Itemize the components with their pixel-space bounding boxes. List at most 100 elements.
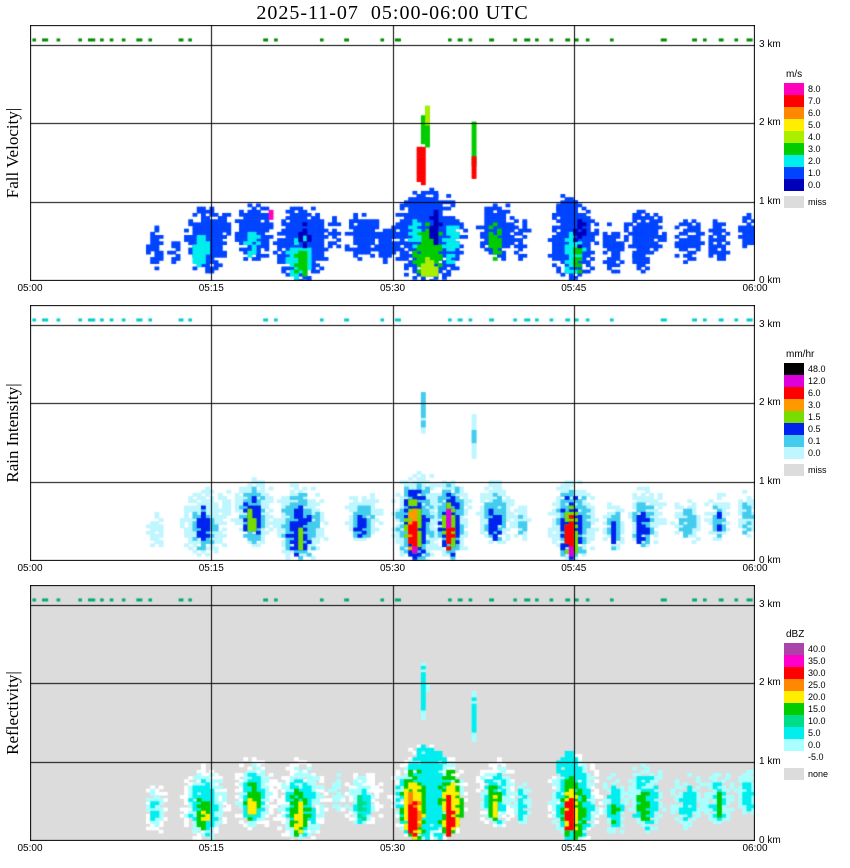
legend-entry: 4.0 — [784, 131, 848, 143]
height-tick-label: 2 km — [759, 397, 781, 409]
legend-color-swatch — [784, 768, 804, 780]
legend-color-swatch — [784, 107, 804, 119]
legend-entry: 0.0 — [784, 447, 848, 459]
legend-value-label: 10.0 — [808, 716, 826, 726]
time-tick-label: 05:30 — [379, 843, 406, 854]
legend-entry: 20.0 — [784, 691, 848, 703]
legend-color-swatch — [784, 435, 804, 447]
legend-value-label: 2.0 — [808, 156, 821, 166]
legend-entry: 6.0 — [784, 107, 848, 119]
y-axis-label-rain-intensity: Rain Intensity| — [3, 383, 22, 483]
legend-value-label: 6.0 — [808, 108, 821, 118]
legend-entry: -5.0 — [784, 751, 848, 763]
height-tick-label: 0 km — [759, 275, 781, 286]
legend-entry: 0.1 — [784, 435, 848, 447]
legend-entries: 48.0 12.0 6.0 3.0 1.5 0.5 0.1 0.0 miss — [784, 363, 848, 476]
legend-color-swatch — [784, 143, 804, 155]
legend-entries: 8.0 7.0 6.0 5.0 4.0 3.0 2.0 1.0 0.0 miss — [784, 83, 848, 208]
legend-value-label: miss — [808, 197, 827, 207]
legend-value-label: 48.0 — [808, 364, 826, 374]
legend-value-label: 8.0 — [808, 84, 821, 94]
legend-color-swatch — [784, 423, 804, 435]
legend-value-label: 1.0 — [808, 168, 821, 178]
time-tick-label: 05:45 — [561, 283, 587, 294]
legend-color-swatch — [784, 411, 804, 423]
legend-value-label: 12.0 — [808, 376, 826, 386]
height-tick-label: 2 km — [759, 117, 781, 129]
time-tick-label: 05:00 — [17, 843, 43, 854]
height-tick-label: 1 km — [759, 476, 781, 488]
legend-color-swatch — [784, 447, 804, 459]
legend-color-swatch — [784, 363, 804, 375]
legend-value-label: 4.0 — [808, 132, 821, 142]
legend-value-label: 5.0 — [808, 728, 821, 738]
time-tick-label: 06:00 — [742, 563, 768, 574]
height-tick-label: 3 km — [759, 38, 781, 50]
legend-value-label: 0.5 — [808, 424, 821, 434]
legend-color-swatch — [784, 715, 804, 727]
legend-entry: 1.5 — [784, 411, 848, 423]
panel-reflectivity: Reflectivity| 3 km 2 km 1 km 0 km 05:00 05:1… — [0, 585, 850, 854]
legend-entry: 25.0 — [784, 679, 848, 691]
legend-entry: 12.0 — [784, 375, 848, 387]
height-tick-label: 0 km — [759, 835, 781, 846]
panel-rain-intensity: Rain Intensity| 3 km 2 km 1 km 0 km 05:00 05… — [0, 305, 850, 574]
legend-entry: 6.0 — [784, 387, 848, 399]
legend-color-swatch — [784, 751, 804, 763]
legend-entry: 8.0 — [784, 83, 848, 95]
time-tick-label: 05:00 — [17, 283, 43, 294]
legend-entry: 15.0 — [784, 703, 848, 715]
legend-color-swatch — [784, 643, 804, 655]
legend-value-label: 30.0 — [808, 668, 826, 678]
legend-entry: 0.0 — [784, 739, 848, 751]
legend-color-swatch — [784, 703, 804, 715]
legend-entry: 5.0 — [784, 119, 848, 131]
legend-entry: 1.0 — [784, 167, 848, 179]
time-tick-label: 05:45 — [561, 563, 587, 574]
time-tick-label: 05:15 — [198, 283, 224, 294]
legend-value-label: 0.1 — [808, 436, 821, 446]
legend-color-swatch — [784, 679, 804, 691]
legend-entry: 10.0 — [784, 715, 848, 727]
time-tick-label: 05:15 — [198, 563, 224, 574]
legend-value-label: 5.0 — [808, 120, 821, 130]
legend-entries: 40.0 35.0 30.0 25.0 20.0 15.0 10.0 5.0 0.0 -5.0 no… — [784, 643, 848, 780]
legend-reflectivity: dBZ 40.0 35.0 30.0 25.0 20.0 15.0 10.0 5.0 0.0 -5… — [784, 629, 848, 780]
legend-value-label: 1.5 — [808, 412, 821, 422]
legend-value-label: 15.0 — [808, 704, 826, 714]
legend-entry: 48.0 — [784, 363, 848, 375]
legend-value-label: 7.0 — [808, 96, 821, 106]
legend-entry: none — [784, 768, 848, 780]
time-tick-label: 06:00 — [742, 843, 768, 854]
legend-value-label: 40.0 — [808, 644, 826, 654]
legend-color-swatch — [784, 167, 804, 179]
legend-color-swatch — [784, 727, 804, 739]
height-tick-label: 3 km — [759, 318, 781, 330]
chart-title: 2025-11-07 05:00-06:00 UTC — [256, 2, 529, 24]
legend-value-label: miss — [808, 465, 827, 475]
legend-color-swatch — [784, 739, 804, 751]
time-tick-label: 05:30 — [379, 563, 406, 574]
legend-color-swatch — [784, 196, 804, 208]
height-tick-label: 2 km — [759, 677, 781, 689]
legend-entry: 5.0 — [784, 727, 848, 739]
legend-unit-label: mm/hr — [786, 349, 815, 360]
legend-color-swatch — [784, 667, 804, 679]
panel-fall-velocity: Fall Velocity| 3 km 2 km 1 km 0 km 05:00 05:… — [0, 25, 850, 294]
time-tick-label: 06:00 — [742, 283, 768, 294]
legend-entry: 40.0 — [784, 643, 848, 655]
legend-entry: 0.5 — [784, 423, 848, 435]
time-tick-label: 05:30 — [379, 283, 406, 294]
legend-entry: miss — [784, 196, 848, 208]
legend-entry: 0.0 — [784, 179, 848, 191]
legend-value-label: 0.0 — [808, 448, 821, 458]
legend-entry: 3.0 — [784, 399, 848, 411]
legend-unit-label: m/s — [786, 69, 803, 80]
legend-color-swatch — [784, 179, 804, 191]
time-tick-label: 05:15 — [198, 843, 224, 854]
reflectivity-plot — [30, 585, 755, 841]
height-tick-label: 3 km — [759, 598, 781, 610]
legend-entry: 35.0 — [784, 655, 848, 667]
legend-value-label: 35.0 — [808, 656, 826, 666]
